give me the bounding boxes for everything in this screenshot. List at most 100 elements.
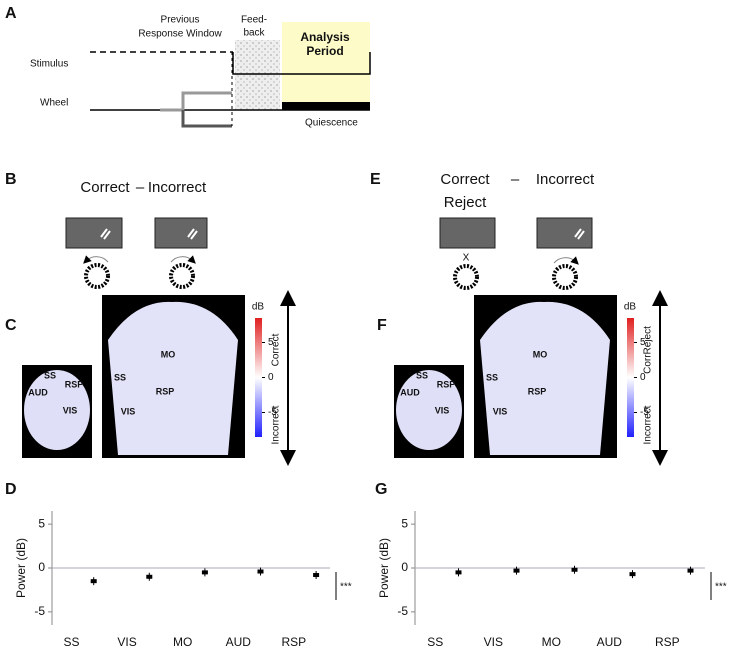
stimulus-trace [232, 52, 371, 75]
label: Correct [80, 179, 130, 196]
area-label: VIS [493, 406, 508, 416]
wheel [169, 263, 195, 289]
x-tick-label: VIS [117, 635, 136, 649]
y-tick-label: -5 [34, 604, 45, 618]
x-tick-label: SS [63, 635, 79, 649]
panel-map: F MO SS RSP VIS SS RSP AUD VIS dB 5 0 -5 CorrReject In… [377, 290, 668, 466]
area-label: VIS [435, 405, 450, 415]
x-tick-label: SS [427, 635, 443, 649]
area-label: AUD [28, 387, 48, 397]
area-label: RSP [156, 386, 175, 396]
y-axis-title: Power (dB) [377, 538, 391, 598]
panel-label: F [377, 317, 387, 334]
label: Incorrect [536, 171, 595, 188]
area-label: RSP [65, 379, 84, 389]
plots: D Power (dB) -5 0 5 SS VIS MO AUD RSP *** G Power (d… [5, 481, 727, 649]
area-label: SS [44, 370, 56, 380]
area-label: MO [161, 349, 176, 359]
mean-marker [629, 572, 636, 577]
mean-marker [90, 579, 97, 584]
brain-lateral [396, 370, 462, 450]
axis-end-label: Incorrect [643, 405, 654, 444]
maps: C MO SS RSP VIS SS RSP AUD VIS dB 5 0 -5 Correct Incor… [5, 290, 668, 466]
mean-marker [146, 574, 153, 579]
mean-marker [257, 569, 264, 574]
mean-marker [455, 570, 462, 575]
panel-label: C [5, 317, 17, 334]
y-tick-label: 0 [401, 560, 408, 574]
screen [154, 217, 208, 249]
colorbar-tick-label: 5 [268, 337, 274, 348]
turn-arrow [553, 256, 579, 265]
area-label: SS [114, 372, 126, 382]
panel-label: B [5, 171, 17, 188]
mean-marker [313, 573, 320, 578]
wheel [84, 263, 110, 289]
panel-label: A [5, 5, 17, 22]
colorbar-tick-label: 0 [268, 372, 274, 383]
panel-plot: D Power (dB) -5 0 5 SS VIS MO AUD RSP *** [5, 481, 352, 649]
label: Correct [440, 171, 490, 188]
colorbar [255, 318, 262, 437]
area-label: VIS [63, 405, 78, 415]
turn-arrow [83, 255, 109, 264]
screen [439, 217, 496, 249]
grating [187, 228, 198, 240]
x-tick-label: VIS [484, 635, 503, 649]
wheel [552, 264, 578, 290]
area-label: MO [533, 349, 548, 359]
significance: *** [715, 582, 727, 593]
y-tick-label: -5 [397, 604, 408, 618]
mean-marker [201, 570, 208, 575]
panel-label: G [375, 481, 387, 498]
label: – [136, 179, 145, 196]
wheel [453, 264, 479, 290]
x-tick-label: RSP [282, 635, 307, 649]
x-tick-label: AUD [597, 635, 623, 649]
screen [536, 217, 593, 249]
area-label: VIS [121, 406, 136, 416]
colorbar-unit: dB [252, 302, 265, 313]
axis-end-label: CorrReject [643, 326, 654, 374]
panel-b: B Correct – Incorrect [5, 171, 208, 289]
feedback-box [235, 40, 280, 110]
significance: *** [340, 582, 352, 593]
y-tick-label: 5 [38, 516, 45, 530]
label: Quiescence [305, 118, 358, 129]
panel-e: E Correct Reject – Incorrect X [370, 171, 595, 290]
panel-map: C MO SS RSP VIS SS RSP AUD VIS dB 5 0 -5 Correct Incor… [5, 290, 296, 466]
axis-end-label: Incorrect [271, 405, 282, 444]
brain-dorsal [108, 301, 238, 455]
x-tick-label: RSP [655, 635, 680, 649]
colorbar-tick-label: 0 [640, 372, 646, 383]
label: Incorrect [148, 179, 207, 196]
label: Analysis [300, 30, 350, 44]
x-tick-label: MO [542, 635, 561, 649]
label: X [463, 253, 470, 264]
label: Stimulus [30, 59, 68, 70]
wheel-trace [160, 91, 232, 112]
turn-arrow [170, 255, 196, 264]
analysis-box [282, 22, 370, 110]
panel-plot: G Power (dB) -5 0 5 SS VIS MO AUD RSP *** [375, 481, 727, 649]
y-tick-label: 0 [38, 560, 45, 574]
y-tick-label: 5 [401, 516, 408, 530]
wheel-trace [181, 110, 232, 128]
area-label: SS [486, 372, 498, 382]
panel-label: D [5, 481, 17, 498]
area-label: RSP [437, 379, 456, 389]
y-axis-title: Power (dB) [14, 538, 28, 598]
x-tick-label: AUD [226, 635, 252, 649]
grating [100, 228, 111, 240]
mean-marker [513, 568, 520, 573]
mean-marker [687, 568, 694, 573]
area-label: RSP [528, 386, 547, 396]
grating [574, 228, 585, 240]
label: – [511, 171, 520, 188]
area-label: SS [416, 370, 428, 380]
label: Previous [161, 15, 200, 26]
label: Feed- [241, 15, 267, 26]
x-tick-label: MO [173, 635, 192, 649]
colorbar-unit: dB [624, 302, 637, 313]
